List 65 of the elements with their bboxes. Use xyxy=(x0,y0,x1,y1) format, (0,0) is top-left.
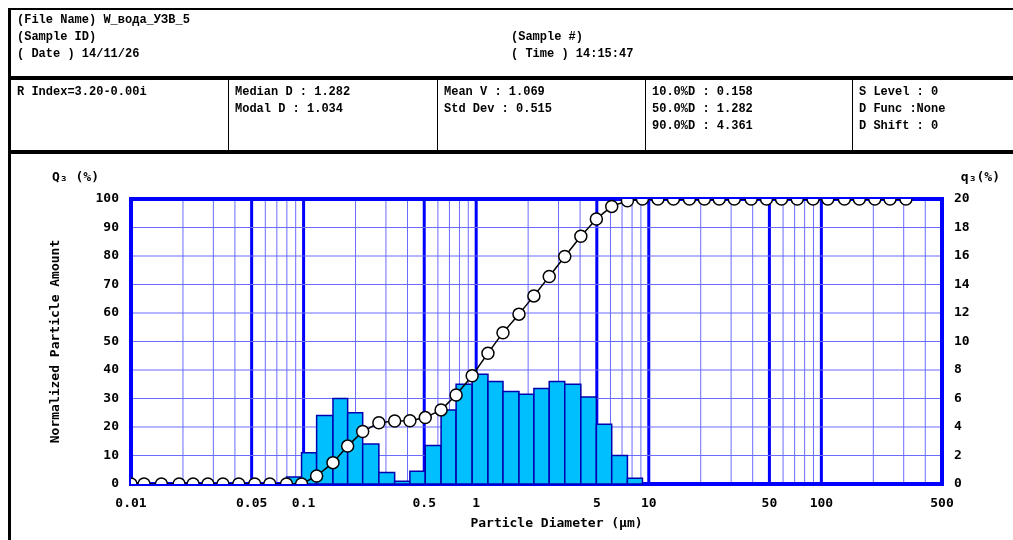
x-tick-label: 10 xyxy=(640,495,657,511)
y2-tick-label: 0 xyxy=(954,475,962,491)
x-tick-label: 50 xyxy=(761,495,778,511)
x-tick-label: 0.1 xyxy=(291,495,316,511)
x-tick-label: 0.5 xyxy=(412,495,436,511)
point xyxy=(418,410,433,425)
x-tick-label: 1 xyxy=(472,495,481,511)
y2-tick-label: 4 xyxy=(954,418,962,434)
text: Mean V : 1.069 xyxy=(444,84,546,101)
point xyxy=(355,424,370,439)
y-tick-label: 60 xyxy=(103,304,120,320)
y2-tick-label: 2 xyxy=(954,446,962,462)
x-tick-label: 500 xyxy=(930,495,954,511)
y2-axis-title: q₃(%) xyxy=(960,169,1000,185)
point xyxy=(542,269,556,284)
text: D Shift : 0 xyxy=(859,118,940,135)
y2-tick-label: 20 xyxy=(954,190,970,206)
y-tick-label: 0 xyxy=(111,475,120,491)
x-axis-title: Particle Diameter (μm) xyxy=(470,515,643,531)
y-tick-label: 70 xyxy=(103,275,120,291)
text: 90.0%D : 4.361 xyxy=(652,118,754,135)
y-tick-label: 40 xyxy=(103,361,120,377)
y2-tick-label: 16 xyxy=(954,247,970,263)
point xyxy=(465,368,479,383)
text: ( Time ) 14:15:47 xyxy=(511,46,634,63)
point xyxy=(481,346,495,360)
text: 10.0%D : 0.158 xyxy=(652,84,754,101)
text: 50.0%D : 1.282 xyxy=(652,101,754,118)
text: Q₃ (%) xyxy=(52,169,99,185)
text: Modal D : 1.034 xyxy=(235,101,345,118)
x-tick-label: 100 xyxy=(809,495,834,511)
point xyxy=(372,415,386,430)
point xyxy=(512,307,526,321)
point xyxy=(387,414,402,428)
point xyxy=(527,289,541,303)
y-tick-label: 100 xyxy=(95,190,120,206)
y2-tick-label: 8 xyxy=(954,361,962,377)
x-tick-label: 0.01 xyxy=(115,495,147,511)
text: R Index=3.20-0.00i xyxy=(17,84,148,101)
text: Median D : 1.282 xyxy=(235,84,352,101)
y-tick-label: 10 xyxy=(103,446,120,462)
point xyxy=(449,388,463,402)
y-tick-label: 80 xyxy=(103,247,120,263)
text: ( Date ) 14/11/26 xyxy=(17,46,141,63)
y2-tick-label: 10 xyxy=(954,332,970,348)
y2-tick-label: 6 xyxy=(954,389,962,405)
text: D Func :None xyxy=(859,101,947,118)
y-tick-label: 20 xyxy=(103,418,120,434)
point xyxy=(434,403,448,417)
x-tick-label: 0.05 xyxy=(235,495,268,511)
y2-tick-label: 14 xyxy=(954,275,970,291)
y-tick-label: 50 xyxy=(103,332,120,348)
point xyxy=(403,413,417,428)
x-tick-label: 5 xyxy=(592,495,601,511)
y-axis-title: Normalized Particle Amount xyxy=(47,239,63,444)
text: (File Name) W_вода_УЗВ_5 xyxy=(17,12,190,29)
text: Std Dev : 0.515 xyxy=(444,101,554,118)
text: S Level : 0 xyxy=(859,84,940,101)
point xyxy=(496,325,510,340)
y-tick-label: 30 xyxy=(103,389,120,405)
y2-tick-label: 12 xyxy=(954,304,970,320)
y2-tick-label: 18 xyxy=(954,218,970,234)
text: (Sample ID) xyxy=(17,29,98,46)
y-tick-label: 90 xyxy=(103,218,120,234)
text: (Sample #) xyxy=(511,29,584,46)
